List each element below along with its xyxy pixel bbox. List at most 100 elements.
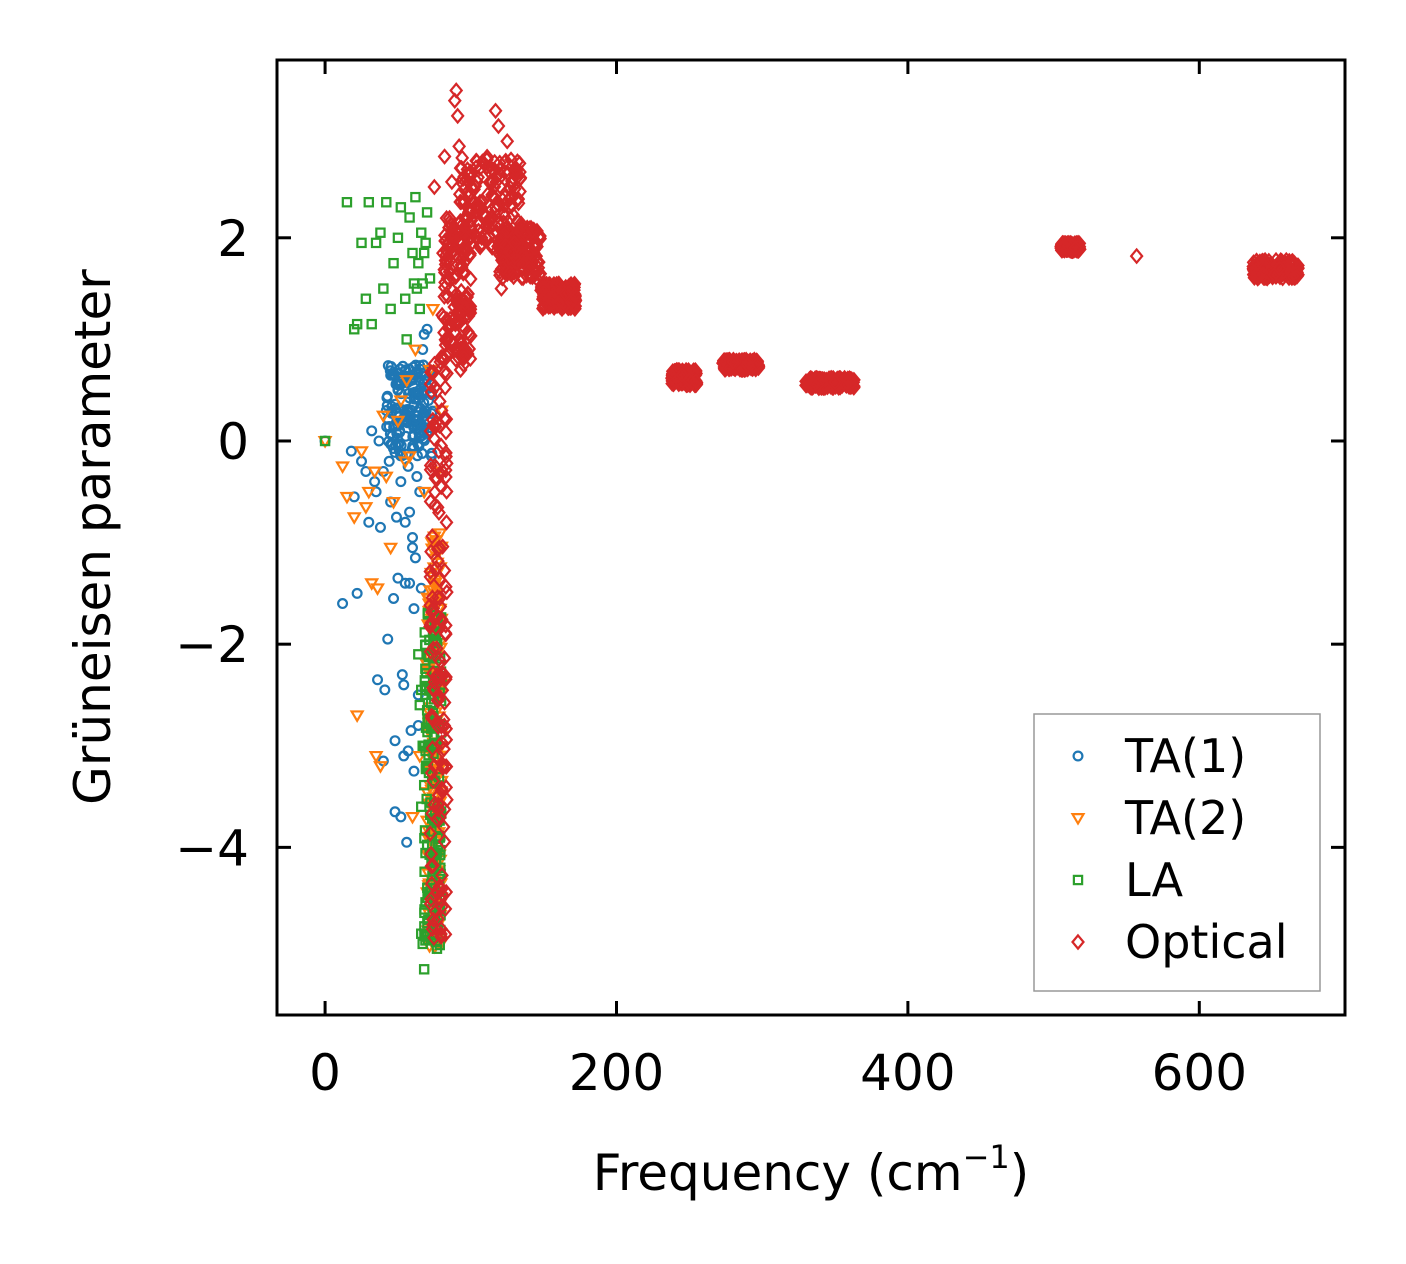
- data-point: [430, 666, 445, 684]
- data-point: [360, 293, 372, 304]
- data-point: [434, 928, 448, 945]
- data-point: [434, 402, 449, 419]
- data-point: [1246, 266, 1261, 283]
- data-point: [395, 811, 407, 823]
- data-point: [450, 107, 465, 125]
- data-point: [361, 486, 377, 500]
- data-point: [439, 252, 454, 270]
- data-point: [435, 538, 450, 555]
- data-point: [417, 740, 428, 751]
- data-point: [424, 273, 436, 284]
- data-point: [424, 857, 439, 875]
- data-point: [379, 684, 391, 696]
- data-point: [432, 528, 448, 541]
- data-point: [462, 340, 477, 358]
- data-point: [405, 725, 417, 737]
- data-point: [439, 583, 454, 601]
- x-axis-label: Frequency (cm−1): [593, 1138, 1030, 1202]
- data-point: [363, 197, 375, 208]
- data-point: [418, 779, 430, 791]
- data-point: [457, 180, 472, 198]
- data-point: [423, 643, 438, 660]
- data-point: [431, 718, 446, 735]
- legend-marker: [1072, 750, 1084, 762]
- data-point: [383, 542, 399, 556]
- data-point: [372, 674, 384, 686]
- data-point: [414, 699, 426, 711]
- data-point: [416, 227, 427, 238]
- data-point: [339, 491, 355, 505]
- data-point: [438, 331, 453, 349]
- data-point: [386, 496, 401, 510]
- y-axis-label: Grüneisen parameter: [64, 269, 122, 805]
- data-point: [437, 801, 452, 818]
- data-point: [385, 303, 396, 315]
- data-point: [395, 202, 407, 213]
- data-point: [434, 780, 449, 797]
- data-point: [392, 232, 404, 244]
- data-point: [408, 603, 420, 615]
- data-point: [373, 435, 385, 447]
- data-point: [443, 310, 458, 328]
- data-point: [395, 476, 407, 488]
- data-point: [407, 542, 419, 554]
- data-point: [422, 726, 433, 738]
- x-tick-label: 400: [860, 1044, 955, 1102]
- data-point: [418, 397, 430, 409]
- data-point: [463, 327, 478, 345]
- data-point: [392, 384, 404, 396]
- data-point: [522, 259, 536, 277]
- data-point: [389, 735, 401, 747]
- data-point: [439, 779, 454, 796]
- data-point: [511, 221, 526, 239]
- data-point: [682, 371, 697, 389]
- data-point: [431, 943, 443, 954]
- data-point: [373, 761, 388, 774]
- data-point: [354, 446, 369, 459]
- data-point: [442, 213, 457, 231]
- data-point: [506, 268, 521, 286]
- data-point: [434, 734, 449, 751]
- data-point: [381, 197, 392, 208]
- data-point: [475, 235, 490, 253]
- data-point: [530, 222, 544, 240]
- data-point: [409, 552, 421, 564]
- data-point: [407, 247, 418, 259]
- data-point: [1064, 238, 1079, 255]
- data-point: [421, 207, 433, 218]
- data-point: [402, 745, 414, 757]
- data-point: [502, 243, 517, 261]
- data-point: [429, 640, 444, 657]
- data-point: [426, 640, 441, 658]
- data-point: [1284, 256, 1299, 274]
- data-point: [335, 461, 350, 475]
- data-point: [750, 355, 765, 373]
- data-point: [1068, 239, 1083, 257]
- data-point: [407, 440, 419, 452]
- data-point: [433, 890, 448, 908]
- data-point: [447, 92, 462, 109]
- data-point: [453, 193, 468, 211]
- data-point: [440, 288, 455, 305]
- data-point: [1289, 268, 1304, 285]
- data-point: [413, 385, 425, 397]
- data-point: [346, 512, 362, 525]
- data-point: [412, 365, 424, 377]
- data-point: [382, 633, 394, 645]
- data-point: [414, 303, 426, 315]
- data-point: [424, 707, 439, 725]
- data-point: [429, 559, 444, 577]
- data-point: [430, 552, 445, 570]
- axis-ticks: 0 200 400 600 −4 −2 0 2: [175, 60, 1345, 1102]
- data-point: [507, 264, 522, 281]
- data-point: [496, 253, 511, 271]
- data-point: [370, 583, 385, 596]
- data-point: [549, 275, 564, 293]
- data-point: [438, 468, 453, 486]
- data-point: [405, 404, 417, 416]
- data-point: [423, 493, 438, 510]
- data-point: [423, 895, 438, 913]
- data-point: [345, 445, 357, 457]
- data-point: [504, 196, 519, 214]
